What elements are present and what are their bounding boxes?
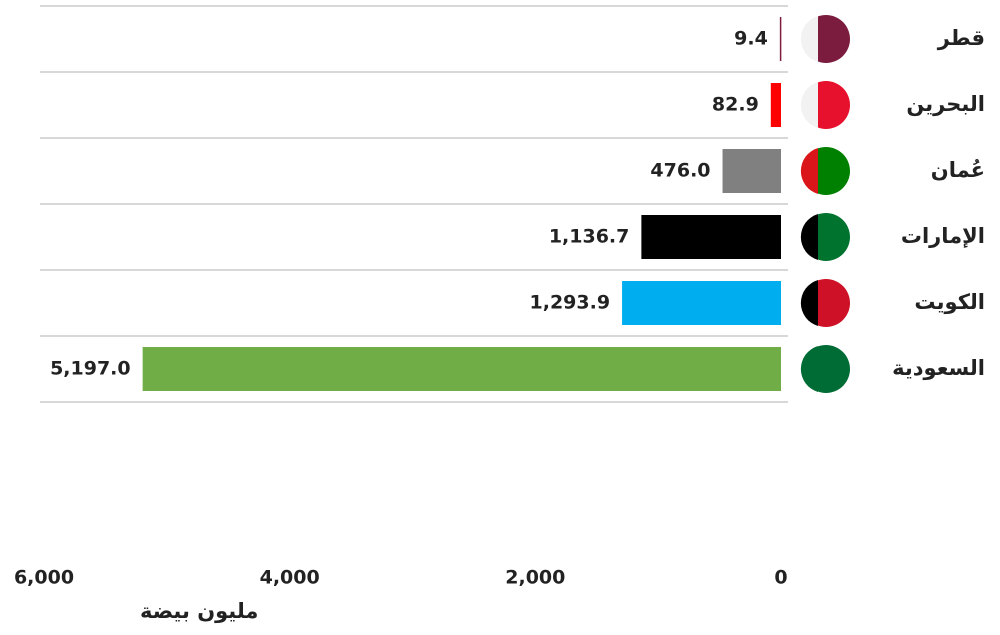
flag (800, 345, 850, 393)
category-label: البحرين (906, 92, 985, 116)
x-tick-label: 4,000 (260, 567, 320, 589)
flag-part (800, 346, 818, 392)
bar (722, 149, 781, 193)
x-tick-label: 6,000 (14, 567, 74, 589)
flag (800, 279, 850, 327)
x-tick-label: 2,000 (505, 567, 565, 589)
category-label: الكويت (914, 290, 985, 314)
flag (800, 81, 850, 129)
bar (142, 347, 782, 391)
value-label: 82.9 (712, 94, 759, 116)
bar (622, 281, 781, 325)
bar (641, 215, 781, 259)
flag (800, 147, 850, 195)
category-label: قطر (937, 26, 985, 50)
category-label: السعودية (892, 356, 985, 380)
category-label: الإمارات (901, 224, 985, 248)
value-label: 1,293.9 (530, 292, 611, 314)
flag-part (800, 214, 818, 260)
value-label: 5,197.0 (50, 358, 131, 380)
x-axis-label: مليون بيضة (140, 599, 258, 623)
value-label: 9.4 (734, 28, 768, 50)
flag-part (800, 280, 818, 326)
flag-part (800, 82, 818, 128)
flag-part (800, 148, 818, 194)
x-tick-label: 0 (774, 567, 787, 589)
flag (800, 15, 850, 63)
bar (779, 17, 782, 61)
value-label: 1,136.7 (549, 226, 630, 248)
flag-part (800, 16, 818, 62)
bar (770, 83, 781, 127)
category-label: عُمان (931, 158, 985, 182)
flag (800, 213, 850, 261)
value-label: 476.0 (650, 160, 710, 182)
